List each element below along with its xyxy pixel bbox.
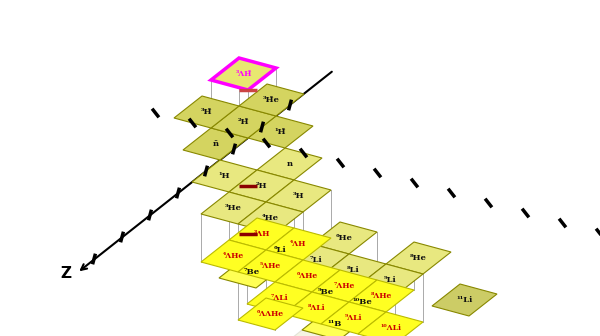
Polygon shape bbox=[247, 282, 312, 314]
Polygon shape bbox=[248, 116, 313, 148]
Polygon shape bbox=[321, 302, 386, 334]
Text: ⁸He: ⁸He bbox=[410, 254, 427, 262]
Text: ¹⁰Be: ¹⁰Be bbox=[353, 298, 373, 306]
Text: ⁴ΛHe: ⁴ΛHe bbox=[223, 252, 244, 260]
Text: ⁶Li: ⁶Li bbox=[273, 246, 286, 254]
Text: ⁷ΛLi: ⁷ΛLi bbox=[271, 294, 289, 302]
Text: ⁹ΛLi: ⁹ΛLi bbox=[345, 314, 362, 322]
Text: ⁴ΛH: ⁴ΛH bbox=[290, 240, 307, 248]
Polygon shape bbox=[239, 84, 304, 116]
Text: ¹⁰ΛLi: ¹⁰ΛLi bbox=[380, 324, 401, 332]
Text: ³H: ³H bbox=[293, 192, 304, 200]
Text: ⁹Be: ⁹Be bbox=[317, 288, 334, 296]
Text: ³ΛH: ³ΛH bbox=[253, 230, 269, 238]
Text: ⁶He: ⁶He bbox=[336, 234, 353, 242]
Text: ¹¹Li: ¹¹Li bbox=[457, 296, 473, 304]
Text: ⁸ΛHe: ⁸ΛHe bbox=[371, 292, 392, 300]
Polygon shape bbox=[174, 96, 239, 128]
Text: Z: Z bbox=[60, 266, 71, 281]
Text: ¹¹B: ¹¹B bbox=[328, 320, 341, 328]
Text: ⁷Be: ⁷Be bbox=[244, 268, 260, 276]
Polygon shape bbox=[432, 284, 497, 316]
Polygon shape bbox=[275, 260, 340, 292]
Text: n̄: n̄ bbox=[212, 140, 218, 148]
Polygon shape bbox=[358, 312, 423, 336]
Text: ⁶ΛΛHe: ⁶ΛΛHe bbox=[257, 310, 284, 318]
Text: ⁸Li: ⁸Li bbox=[347, 266, 360, 274]
Polygon shape bbox=[211, 58, 276, 90]
Polygon shape bbox=[302, 308, 367, 336]
Polygon shape bbox=[201, 240, 266, 272]
Polygon shape bbox=[349, 280, 414, 312]
Text: n: n bbox=[286, 160, 293, 168]
Polygon shape bbox=[330, 286, 395, 318]
Polygon shape bbox=[274, 330, 339, 336]
Text: ¹H̄: ¹H̄ bbox=[275, 128, 286, 136]
Text: ²H: ²H bbox=[256, 182, 267, 190]
Polygon shape bbox=[312, 270, 377, 302]
Text: ³He: ³He bbox=[225, 204, 242, 212]
Text: ³ΛH̄: ³ΛH̄ bbox=[235, 70, 251, 78]
Polygon shape bbox=[192, 160, 257, 192]
Text: ³H̄e: ³H̄e bbox=[263, 96, 280, 104]
Polygon shape bbox=[266, 228, 331, 260]
Polygon shape bbox=[229, 218, 294, 250]
Polygon shape bbox=[284, 244, 349, 276]
Text: ³H̄: ³H̄ bbox=[201, 108, 212, 116]
Polygon shape bbox=[386, 242, 451, 274]
Polygon shape bbox=[201, 192, 266, 224]
Polygon shape bbox=[183, 128, 248, 160]
Polygon shape bbox=[238, 250, 303, 282]
Polygon shape bbox=[358, 264, 423, 296]
Text: ²H̄: ²H̄ bbox=[238, 118, 249, 126]
Polygon shape bbox=[266, 180, 331, 212]
Polygon shape bbox=[238, 298, 303, 330]
Polygon shape bbox=[211, 106, 276, 138]
Polygon shape bbox=[238, 202, 303, 234]
Text: ⁹Li: ⁹Li bbox=[384, 276, 397, 284]
Text: ⁵ΛHe: ⁵ΛHe bbox=[260, 262, 281, 270]
Text: ⁷ΛHe: ⁷ΛHe bbox=[334, 282, 355, 290]
Text: ¹H: ¹H bbox=[219, 172, 230, 180]
Polygon shape bbox=[284, 292, 349, 324]
Text: ⁶ΛHe: ⁶ΛHe bbox=[297, 272, 318, 280]
Polygon shape bbox=[257, 148, 322, 180]
Text: ⁴He: ⁴He bbox=[262, 214, 279, 222]
Polygon shape bbox=[293, 276, 358, 308]
Text: ⁷Li: ⁷Li bbox=[310, 256, 323, 264]
Polygon shape bbox=[247, 234, 312, 266]
Polygon shape bbox=[321, 254, 386, 286]
Polygon shape bbox=[219, 256, 284, 288]
Polygon shape bbox=[229, 170, 294, 202]
Polygon shape bbox=[312, 222, 377, 254]
Text: ⁸ΛLi: ⁸ΛLi bbox=[308, 304, 325, 312]
